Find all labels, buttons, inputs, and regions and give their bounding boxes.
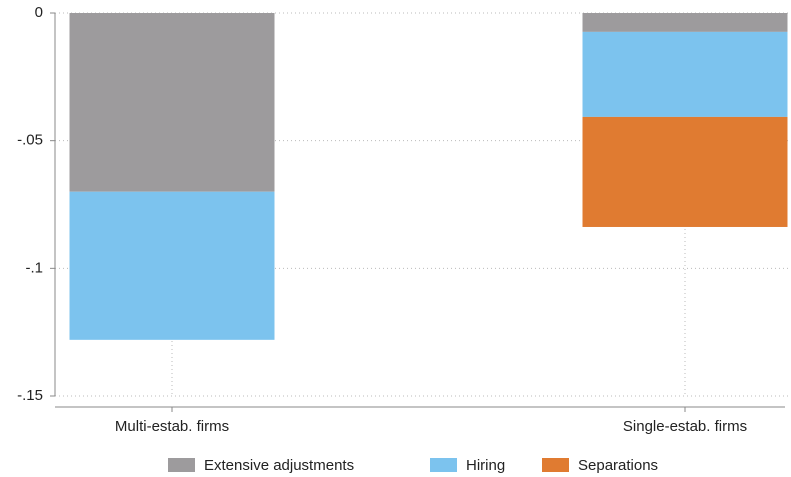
legend-label: Extensive adjustments — [204, 457, 354, 474]
y-tick-label: -.1 — [25, 259, 43, 276]
y-tick-label: -.05 — [17, 132, 43, 149]
bar-segment — [69, 191, 275, 340]
bar-segment — [582, 116, 788, 227]
legend-label: Hiring — [466, 457, 505, 474]
bar-segment — [582, 31, 788, 117]
bar-segment — [69, 13, 275, 192]
legend-swatch — [542, 458, 569, 472]
x-tick-label: Single-estab. firms — [623, 418, 747, 435]
y-tick-label: 0 — [35, 4, 43, 21]
bar-segment — [582, 13, 788, 32]
y-tick-label: -.15 — [17, 387, 43, 404]
legend-label: Separations — [578, 457, 658, 474]
legend-swatch — [168, 458, 195, 472]
legend-swatch — [430, 458, 457, 472]
x-tick-label: Multi-estab. firms — [115, 418, 229, 435]
